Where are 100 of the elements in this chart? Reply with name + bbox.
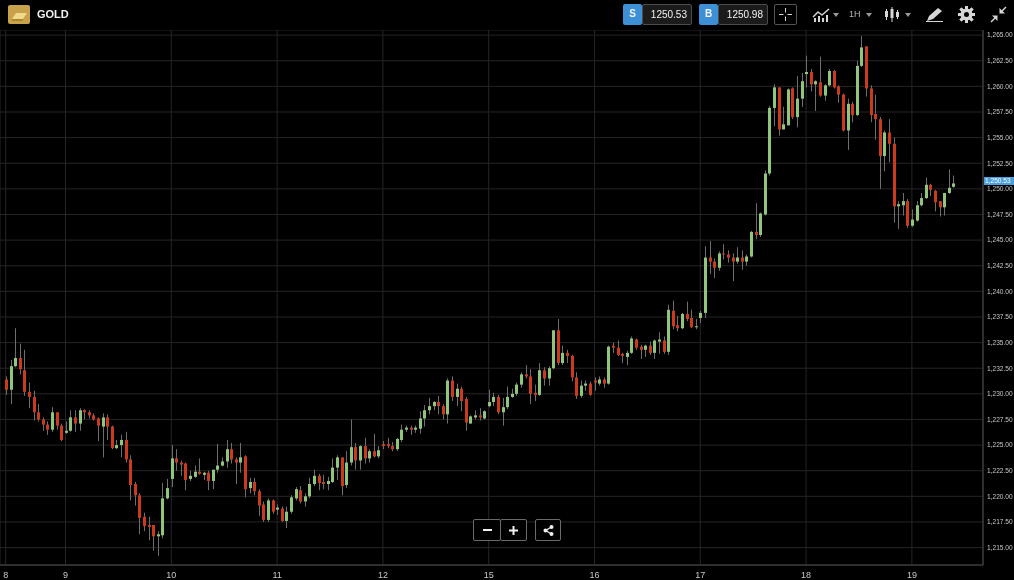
candlestick — [561, 345, 564, 366]
candlestick — [198, 457, 201, 476]
candlestick — [350, 418, 353, 467]
candlestick — [359, 444, 362, 471]
candlestick — [258, 488, 261, 517]
candlestick — [814, 79, 817, 112]
candlestick — [437, 395, 440, 415]
candlestick — [19, 343, 22, 375]
candlestick — [860, 35, 863, 68]
text: B — [704, 8, 713, 19]
candlestick — [819, 56, 822, 98]
candlestick — [235, 456, 238, 485]
candlestick — [773, 83, 776, 127]
candlestick — [184, 462, 187, 491]
candlestick — [456, 383, 459, 407]
candlestick — [239, 442, 242, 474]
candlestick — [102, 412, 105, 458]
candlestick — [354, 442, 357, 471]
candlestick — [502, 397, 505, 427]
candlestick — [718, 250, 721, 272]
candlestick — [166, 478, 169, 500]
candlestick — [148, 516, 151, 541]
candlestick — [74, 409, 77, 433]
candlestick — [805, 55, 808, 88]
text: 1250.53 — [650, 9, 687, 20]
candlestick — [658, 331, 661, 355]
candlestick — [460, 386, 463, 412]
x-tick-label: 9 — [62, 570, 69, 580]
candlestick — [810, 68, 813, 92]
candlestick — [97, 416, 100, 442]
candlestick — [741, 249, 744, 271]
candlestick — [120, 434, 123, 458]
text: 1H — [849, 9, 861, 19]
candlestick — [934, 189, 937, 212]
candlestick — [5, 375, 8, 396]
candlestick — [653, 339, 656, 360]
candlestick — [125, 431, 128, 464]
candlestick — [290, 494, 293, 515]
x-tick-label: 15 — [483, 570, 494, 580]
candlestick — [285, 506, 288, 529]
candlestick — [594, 376, 597, 392]
candlestick — [28, 382, 31, 409]
x-tick-label: 11 — [272, 570, 282, 580]
x-tick-label: 8 — [3, 570, 9, 580]
candlestick — [796, 75, 799, 128]
candlestick — [373, 433, 376, 458]
text: 1250.98 — [726, 9, 763, 20]
candlestick — [548, 365, 551, 387]
candlestick — [902, 192, 905, 217]
candlestick — [180, 459, 183, 477]
candlestick — [759, 211, 762, 238]
candlestick — [79, 407, 82, 432]
candlestick — [230, 442, 233, 465]
x-tick-label: 18 — [801, 570, 812, 580]
x-tick-label: 19 — [906, 570, 917, 580]
candlestick — [925, 177, 928, 200]
candlestick — [138, 492, 141, 535]
candlestick — [175, 448, 178, 472]
candlestick — [888, 118, 891, 163]
candlestick — [897, 200, 900, 230]
candlestick — [10, 359, 13, 405]
candlestick — [134, 481, 137, 507]
candlestick — [543, 366, 546, 387]
candlestick — [171, 444, 174, 488]
candlestick — [308, 477, 311, 499]
x-tick-label: 17 — [695, 570, 706, 580]
text: S — [629, 8, 636, 19]
candlestick — [364, 437, 367, 465]
candlestick — [23, 349, 26, 397]
candlestick — [423, 404, 426, 428]
candlestick — [755, 202, 758, 240]
candlestick — [722, 243, 725, 261]
candlestick — [709, 240, 712, 275]
candlestick — [883, 129, 886, 172]
candlestick — [465, 396, 468, 432]
candlestick — [216, 443, 219, 474]
x-tick-label: 10 — [166, 570, 177, 580]
candlestick — [111, 425, 114, 450]
chart-title: GOLD — [37, 8, 69, 20]
candlestick — [14, 327, 17, 368]
candlestick — [419, 410, 422, 435]
candlestick — [948, 168, 951, 195]
candlestick — [851, 101, 854, 123]
candlestick — [713, 258, 716, 279]
x-tick-label: 12 — [377, 570, 388, 580]
candlestick — [732, 252, 735, 282]
candlestick — [152, 524, 155, 552]
candlestick — [529, 368, 532, 405]
candlestick — [226, 439, 229, 469]
candlestick — [690, 309, 693, 329]
candlestick — [106, 413, 109, 441]
candlestick — [571, 354, 574, 383]
candlestick — [69, 409, 72, 433]
candlestick — [497, 394, 500, 415]
candlestick — [451, 375, 454, 402]
x-tick-label: 16 — [589, 570, 600, 580]
candlestick — [33, 390, 36, 421]
candlestick — [506, 386, 509, 410]
candlestick — [672, 300, 675, 330]
candlestick — [267, 497, 270, 523]
